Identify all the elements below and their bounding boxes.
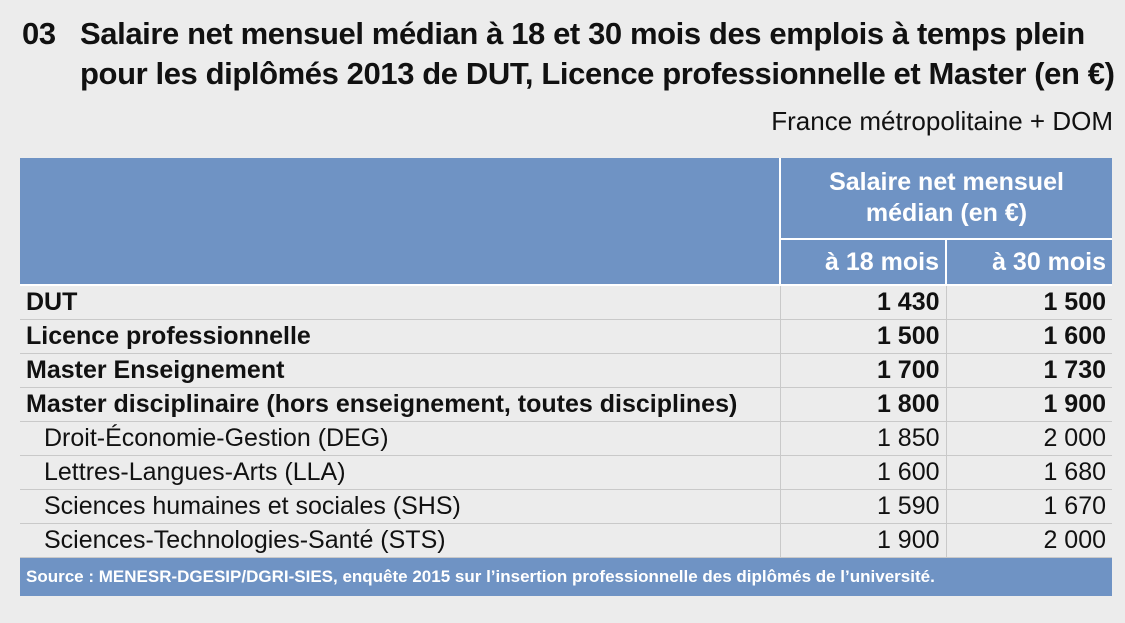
table-row: Droit-Économie-Gestion (DEG) 1 850 2 000 [20,421,1113,456]
value-30-months: 2 000 [945,421,1113,456]
row-label: Lettres-Langues-Arts (LLA) [20,455,780,490]
table-header: Salaire net mensuel médian (en €) à 18 m… [20,158,1113,286]
header-18-months: à 18 mois [779,239,946,286]
title-line-1: 03 Salaire net mensuel médian à 18 et 30 … [22,14,1112,54]
table-row: Master Enseignement 1 700 1 730 [20,353,1113,388]
title-text-1: Salaire net mensuel médian à 18 et 30 mo… [80,16,1085,51]
value-30-months: 1 670 [945,489,1113,524]
value-18-months: 1 590 [779,489,946,524]
value-18-months: 1 900 [779,523,946,558]
salary-table: Salaire net mensuel médian (en €) à 18 m… [20,158,1113,596]
row-label: Sciences humaines et sociales (SHS) [20,489,780,524]
table-row: Sciences-Technologies-Santé (STS) 1 900 … [20,523,1113,558]
value-18-months: 1 700 [779,353,946,388]
row-label: Master Enseignement [20,353,780,388]
row-label: Droit-Économie-Gestion (DEG) [20,421,780,456]
header-group-salary: Salaire net mensuel médian (en €) [778,158,1113,240]
table-row: Sciences humaines et sociales (SHS) 1 59… [20,489,1113,524]
value-30-months: 1 730 [945,353,1113,388]
row-label: Master disciplinaire (hors enseignement,… [20,387,780,422]
table-number: 03 [22,16,56,51]
value-18-months: 1 430 [779,285,946,320]
value-30-months: 1 500 [945,285,1113,320]
header-30-months: à 30 mois [944,239,1113,286]
table-row: DUT 1 430 1 500 [20,285,1113,320]
value-30-months: 1 680 [945,455,1113,490]
row-label: Licence professionnelle [20,319,780,354]
table-row: Lettres-Langues-Arts (LLA) 1 600 1 680 [20,455,1113,490]
value-30-months: 2 000 [945,523,1113,558]
row-label: DUT [20,285,780,320]
header-blank-cell [20,158,780,286]
title-line-2: pour les diplômés 2013 de DUT, Licence p… [80,56,1115,91]
header-group-line-1: Salaire net mensuel [829,168,1064,196]
table-row: Master disciplinaire (hors enseignement,… [20,387,1113,422]
header-group-line-2: médian (en €) [865,199,1028,227]
geographic-scope: France métropolitaine + DOM [771,106,1113,136]
source-note: Source : MENESR-DGESIP/DGRI-SIES, enquêt… [20,557,1113,596]
value-30-months: 1 900 [945,387,1113,422]
row-label: Sciences-Technologies-Santé (STS) [20,523,780,558]
table-row: Licence professionnelle 1 500 1 600 [20,319,1113,354]
value-18-months: 1 600 [779,455,946,490]
table-body: DUT 1 430 1 500 Licence professionnelle … [20,285,1113,558]
value-30-months: 1 600 [945,319,1113,354]
value-18-months: 1 850 [779,421,946,456]
value-18-months: 1 500 [779,319,946,354]
table-footer: Source : MENESR-DGESIP/DGRI-SIES, enquêt… [20,557,1113,596]
salary-table-container: Salaire net mensuel médian (en €) à 18 m… [20,158,1113,596]
value-18-months: 1 800 [779,387,946,422]
table-title: 03 Salaire net mensuel médian à 18 et 30 … [22,14,1115,94]
